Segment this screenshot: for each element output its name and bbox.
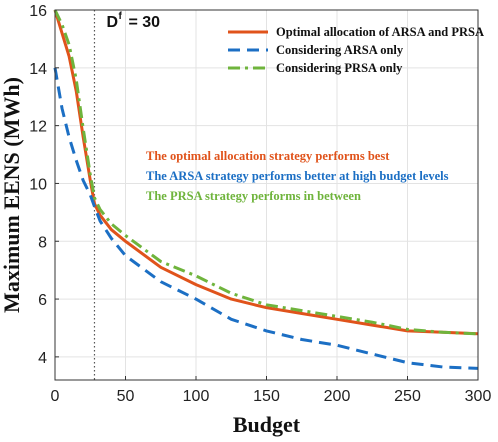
y-tick-label: 16 <box>29 3 47 20</box>
x-tick-label: 150 <box>253 388 280 405</box>
annotation-2: The ARSA strategy performs better at hig… <box>146 169 449 183</box>
y-tick-label: 14 <box>29 61 47 78</box>
annotations: The optimal allocation strategy performs… <box>146 149 449 203</box>
y-tick-label: 6 <box>38 292 47 309</box>
series-group <box>53 9 479 370</box>
y-tick-label: 4 <box>38 350 47 367</box>
x-tick-label: 300 <box>465 388 492 405</box>
series-line-1 <box>53 9 479 336</box>
legend: Optimal allocation of ARSA and PRSA Consi… <box>228 25 484 75</box>
x-tick-label: 50 <box>117 388 135 405</box>
reference-line-value: = 30 <box>128 14 160 31</box>
axes: 0 50 100 150 200 250 300 4 6 8 10 12 14 16 Budget Maxim… <box>0 3 491 437</box>
reference-line-label-sup: f <box>118 11 122 22</box>
x-tick-label: 100 <box>183 388 210 405</box>
series-line-2 <box>53 67 479 370</box>
annotation-1: The optimal allocation strategy performs… <box>146 149 390 163</box>
grid <box>54 9 479 380</box>
y-tick-label: 10 <box>29 176 47 193</box>
legend-label-2: Considering ARSA only <box>276 43 404 57</box>
x-tick-label: 200 <box>324 388 351 405</box>
series-line-3 <box>53 9 479 336</box>
y-tick-label: 12 <box>29 119 47 136</box>
annotation-3: The PRSA strategy performs in between <box>146 189 361 203</box>
y-axis-title: Maximum EENS (MWh) <box>0 77 24 313</box>
legend-label-1: Optimal allocation of ARSA and PRSA <box>276 25 484 39</box>
legend-label-3: Considering PRSA only <box>276 61 403 75</box>
x-axis-title: Budget <box>233 412 301 437</box>
reference-line-label: D <box>106 14 118 31</box>
x-tick-label: 250 <box>394 388 421 405</box>
y-tick-label: 8 <box>38 234 47 251</box>
x-tick-label: 0 <box>51 388 60 405</box>
